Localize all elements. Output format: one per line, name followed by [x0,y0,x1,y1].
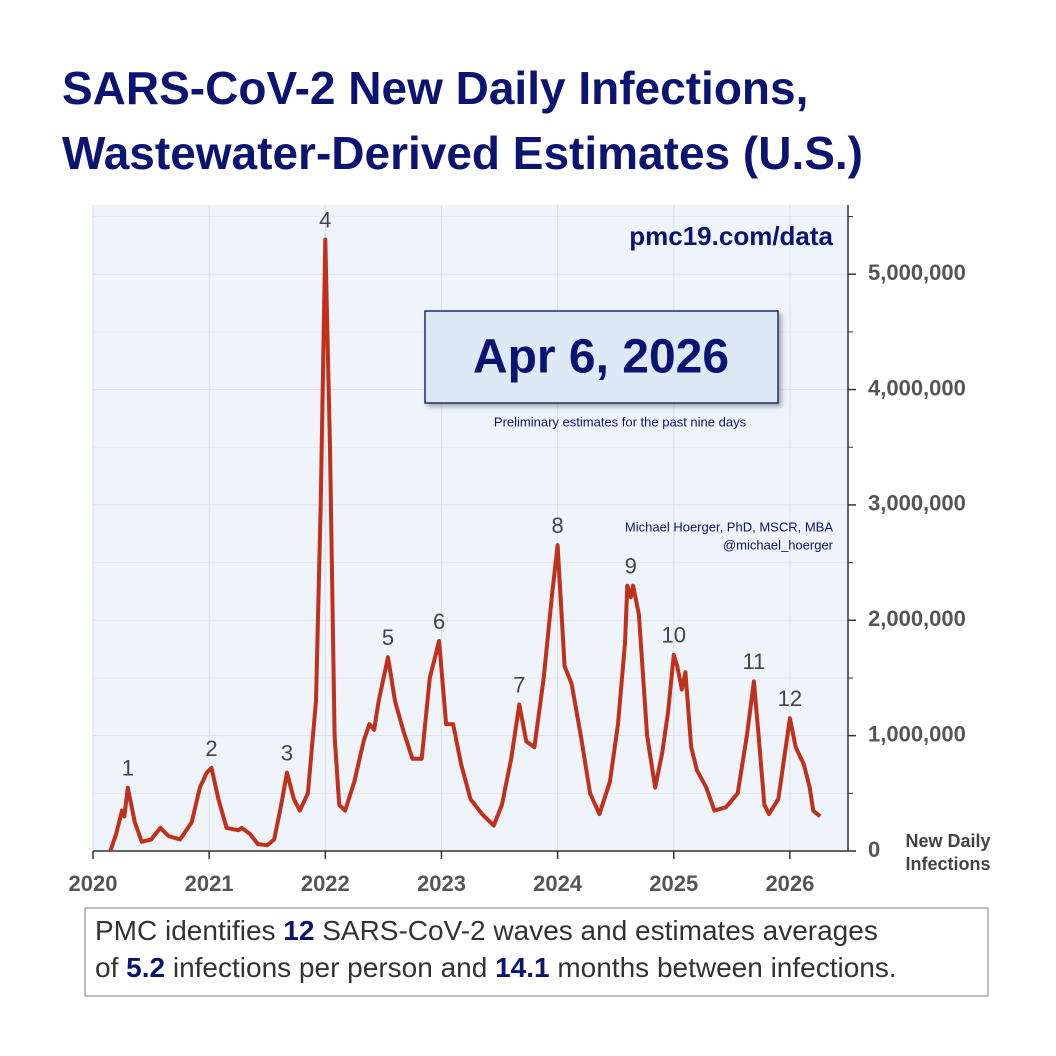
wave-label: 5 [382,625,394,650]
date-box [424,310,779,404]
footer-text: SARS-CoV-2 waves and estimates averages [314,915,877,946]
x-tick-label: 2026 [765,871,814,896]
wave-label: 6 [433,609,445,634]
wave-label: 12 [778,686,802,711]
y-tick-label: 4,000,000 [868,375,966,400]
footer-box [84,907,989,997]
wave-label: 2 [205,736,217,761]
y-tick-label: 3,000,000 [868,491,966,516]
wave-label: 3 [281,740,293,765]
author: Michael Hoerger, PhD, MSCR, MBA [625,519,833,534]
footer-text: 5.2 [126,952,165,983]
chart-title: SARS-CoV-2 New Daily Infections, [62,62,808,114]
wave-label: 8 [551,513,563,538]
date-note: Preliminary estimates for the past nine … [494,414,747,429]
y-tick-label: 2,000,000 [868,606,966,631]
footer-text: months between infections. [550,952,897,983]
wave-label: 4 [319,207,331,232]
wave-label: 10 [662,623,686,648]
x-tick-label: 2023 [417,871,466,896]
footer-text: PMC identifies [95,915,283,946]
footer-line: of 5.2 infections per person and 14.1 mo… [95,952,897,983]
date: Apr 6, 2026 [473,331,729,384]
wave-label: 11 [742,649,765,674]
author: @michael_hoerger [723,537,834,552]
footer-line: PMC identifies 12 SARS-CoV-2 waves and e… [95,915,878,946]
x-tick-label: 2024 [533,871,583,896]
chart-title: Wastewater-Derived Estimates (U.S.) [62,127,863,179]
footer-text: infections per person and [165,952,495,983]
footer-text: 14.1 [495,952,550,983]
footer-text: of [95,952,126,983]
x-tick-label: 2025 [649,871,698,896]
wave-label: 1 [122,755,134,780]
y-axis-label: New Daily [905,831,990,851]
y-tick-label: 5,000,000 [868,260,966,285]
x-tick-label: 2020 [69,871,118,896]
line [108,237,822,852]
x-tick-label: 2021 [185,871,234,896]
source: pmc19.com/data [629,221,833,251]
y-tick-label: 1,000,000 [868,721,966,746]
wave-label: 9 [625,553,637,578]
x-tick-label: 2022 [301,871,350,896]
wave-label: 7 [513,672,525,697]
y-tick-label: 0 [868,837,880,862]
y-axis-label: Infections [905,854,990,874]
footer-text: 12 [283,915,314,946]
